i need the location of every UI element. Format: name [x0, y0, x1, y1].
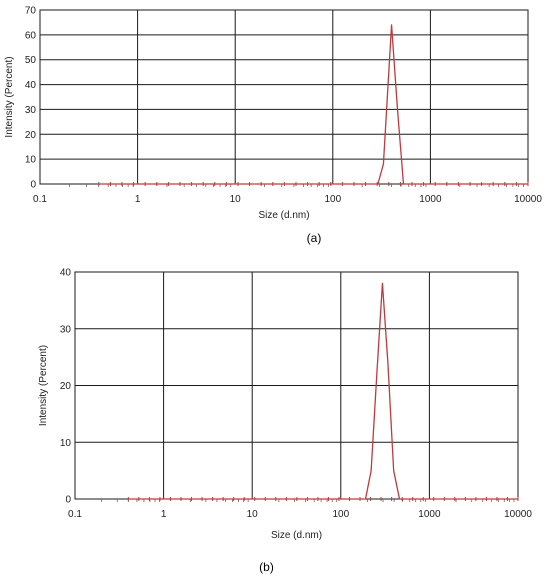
- chart-a: 0 10 20 30 40 50 60 70 0.1 1 10 100 1000 10000 Size (d…: [4, 6, 542, 246]
- x-tick-label: 10: [230, 194, 242, 205]
- chart-b: 0 10 20 30 40 0.1 1 10 100 1000 10000 Size (d.nm) In…: [38, 268, 532, 575]
- x-tick-label: 10000: [504, 509, 532, 520]
- y-tick-label: 40: [25, 80, 37, 91]
- y-tick-label: 20: [60, 381, 72, 392]
- x-axis-label: Size (d.nm): [271, 530, 322, 541]
- series-line: [128, 282, 518, 500]
- x-axis-label: Size (d.nm): [258, 210, 309, 221]
- x-tick-label: 100: [332, 509, 349, 520]
- y-tick-label: 20: [25, 130, 37, 141]
- y-tick-label: 0: [30, 180, 36, 191]
- y-tick-label: 50: [25, 55, 37, 66]
- y-tick-label: 60: [25, 30, 37, 41]
- y-axis-label: Intensity (Percent): [4, 56, 15, 137]
- x-tick-label: 100: [324, 194, 341, 205]
- y-tick-label: 30: [25, 105, 37, 116]
- y-tick-label: 30: [60, 324, 72, 335]
- x-tick-label: 0.1: [68, 509, 82, 520]
- series-line: [98, 24, 528, 185]
- x-tick-label: 1: [161, 509, 167, 520]
- y-tick-label: 10: [60, 438, 72, 449]
- y-tick-label: 70: [25, 6, 37, 17]
- y-tick-label: 0: [65, 495, 71, 506]
- x-tick-label: 10000: [514, 194, 542, 205]
- y-tick-label: 10: [25, 155, 37, 166]
- figure-caption: (a): [307, 231, 322, 245]
- y-axis-label: Intensity (Percent): [38, 345, 49, 426]
- x-tick-label: 1: [135, 194, 141, 205]
- x-tick-label: 1000: [419, 194, 442, 205]
- x-tick-label: 0.1: [33, 194, 47, 205]
- y-tick-label: 40: [60, 268, 72, 279]
- x-tick-label: 1000: [418, 509, 441, 520]
- x-tick-label: 10: [247, 509, 259, 520]
- figure-caption: (b): [259, 560, 274, 574]
